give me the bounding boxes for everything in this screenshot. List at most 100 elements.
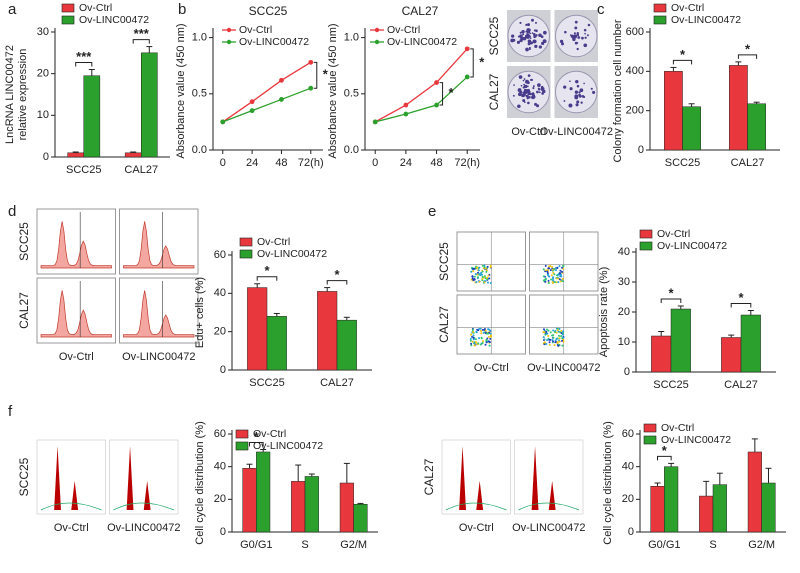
event [476,273,479,276]
colony [576,33,580,37]
colony [563,85,567,89]
event [475,330,478,333]
hist-bg [36,277,116,344]
colony [519,34,523,39]
event [479,329,482,332]
fit [518,502,580,511]
peak [531,446,539,510]
panel-letter: d [8,203,16,220]
colony [531,18,534,22]
legend-label: Ov-LINC00472 [387,36,457,48]
event [483,281,486,284]
colony [538,33,542,38]
colony [523,88,527,92]
colony [513,84,515,86]
hist-bg [119,208,199,275]
event [477,337,480,340]
y-tick-label: 0 [624,366,630,378]
bar [83,75,101,158]
image-panel [36,439,106,515]
event [542,268,545,271]
event [481,275,484,278]
event [552,336,555,339]
y-tick-label: 0.5 [192,88,207,100]
event [547,282,550,285]
event [546,270,549,273]
event [555,281,558,284]
point [249,108,255,114]
y-axis-label: Absorbance value (450 nm) [175,23,187,158]
colony [543,30,547,35]
colony [529,32,532,35]
column-label: Ov-LINC00472 [512,522,585,534]
event [558,265,561,268]
column-label: Ov-LINC00472 [107,522,180,534]
significance-label: *** [76,49,92,64]
event [561,339,564,342]
colony [542,39,547,44]
colony [529,78,533,81]
event [556,266,559,269]
colony [583,28,587,32]
y-tick-label: 0.0 [344,144,359,156]
legend-label: Ov-Ctrl [671,2,704,14]
row-label: CAL27 [437,306,451,343]
bar [761,482,776,533]
y-tick-label: 1.0 [192,32,207,44]
event [471,335,474,338]
point [372,119,378,125]
peak [459,446,466,510]
event [547,335,550,338]
legend-label: Ov-LINC00472 [661,434,731,446]
event [489,266,492,269]
column-label: Ov-Ctrl [511,126,546,138]
legend-swatch [235,429,249,439]
event [562,336,565,339]
y-tick-label: 60 [622,428,634,440]
event [543,343,546,346]
colony [587,23,591,27]
event [487,332,490,335]
line [222,87,312,123]
point [403,111,409,117]
x-tick-label: CAL27 [320,377,354,389]
significance-label: * [449,85,455,100]
image-panel [119,277,199,344]
colony [534,102,538,106]
x-tick-label: CAL27 [724,379,758,391]
event [470,333,473,336]
event [480,332,483,335]
image-panel [441,439,511,515]
colony [511,34,515,38]
event [546,332,549,335]
y-axis-label: LncRNA LINC00472 [4,45,16,144]
event [553,273,556,276]
y-axis-label: Apoptosis rate (%) [598,267,610,357]
y-axis-label: relative expression [17,49,29,141]
colony [580,101,583,104]
event [486,265,489,268]
colony [569,80,571,83]
event [485,341,488,344]
event [553,330,556,333]
colony [574,95,579,100]
event [545,269,548,272]
event [486,281,489,284]
event [481,342,484,345]
event [473,267,476,270]
peak [71,480,79,510]
event [479,274,482,277]
event [480,271,483,274]
column-label: Ov-LINC00472 [122,351,195,363]
colony [535,21,537,24]
row-label: SCC25 [437,242,451,281]
event [549,264,552,267]
colony [568,103,573,108]
hist-area [123,290,195,338]
image-panel [36,208,116,275]
event [484,343,487,346]
colony [574,26,578,30]
event [481,270,484,273]
significance-label: * [680,47,686,62]
event [553,344,556,347]
